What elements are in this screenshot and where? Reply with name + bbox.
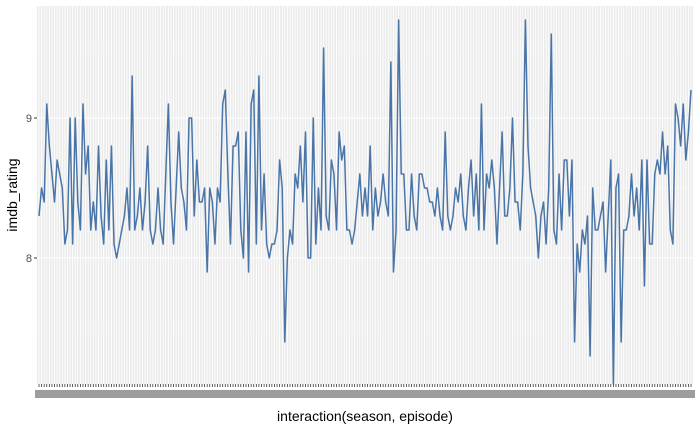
series-line (38, 19, 692, 385)
x-tick-labels-overlapped (35, 390, 695, 398)
major-gridlines (37, 6, 693, 384)
x-axis-title: interaction(season, episode) (277, 408, 453, 424)
y-axis-title: imdb_rating (4, 158, 20, 231)
y-tick-label: 9 (26, 113, 32, 125)
y-tick-label: 8 (26, 253, 32, 265)
y-axis: 89 (26, 113, 37, 265)
x-axis (35, 384, 695, 398)
